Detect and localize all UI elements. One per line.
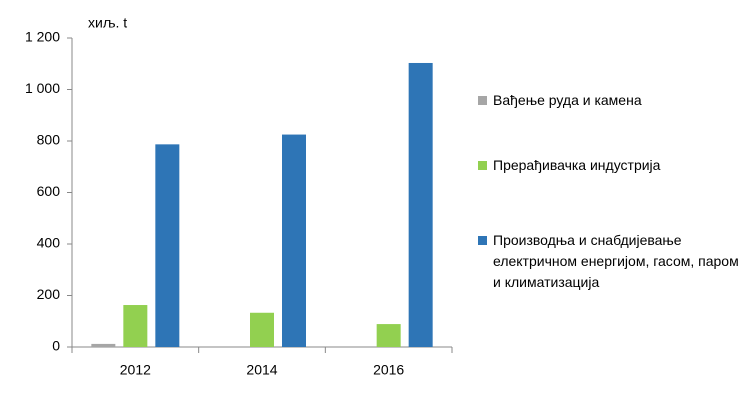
legend-label: Производња и снабдијевање електричном ен… [493, 232, 739, 290]
bar [123, 305, 148, 347]
y-tick-label: 0 [52, 338, 60, 354]
bar [91, 343, 116, 347]
y-tick-label: 1 200 [25, 29, 60, 45]
bar [282, 134, 306, 347]
y-tick-label: 1 000 [25, 80, 60, 96]
bar [250, 312, 274, 347]
y-axis-label: хиљ. t [88, 15, 127, 31]
y-tick-label: 800 [37, 132, 61, 148]
y-tick-label: 600 [37, 183, 61, 199]
legend-entry: Производња и снабдијевање електричном ен… [478, 230, 740, 293]
legend-swatch [478, 96, 487, 105]
x-tick-label: 2014 [246, 362, 277, 378]
legend-label: Вађење руда и камена [493, 92, 642, 108]
legend-swatch [478, 161, 487, 170]
bar [408, 62, 433, 347]
y-tick-label: 400 [37, 235, 61, 251]
legend-entry: Вађење руда и камена [478, 90, 740, 111]
bar [376, 324, 401, 347]
y-tick-label: 200 [37, 286, 61, 302]
legend-label: Прерађивачка индустрија [493, 157, 661, 173]
x-tick-label: 2016 [373, 362, 404, 378]
x-tick-label: 2012 [120, 362, 151, 378]
legend-entry: Прерађивачка индустрија [478, 155, 740, 176]
legend-swatch [478, 236, 487, 245]
bar [155, 144, 180, 347]
